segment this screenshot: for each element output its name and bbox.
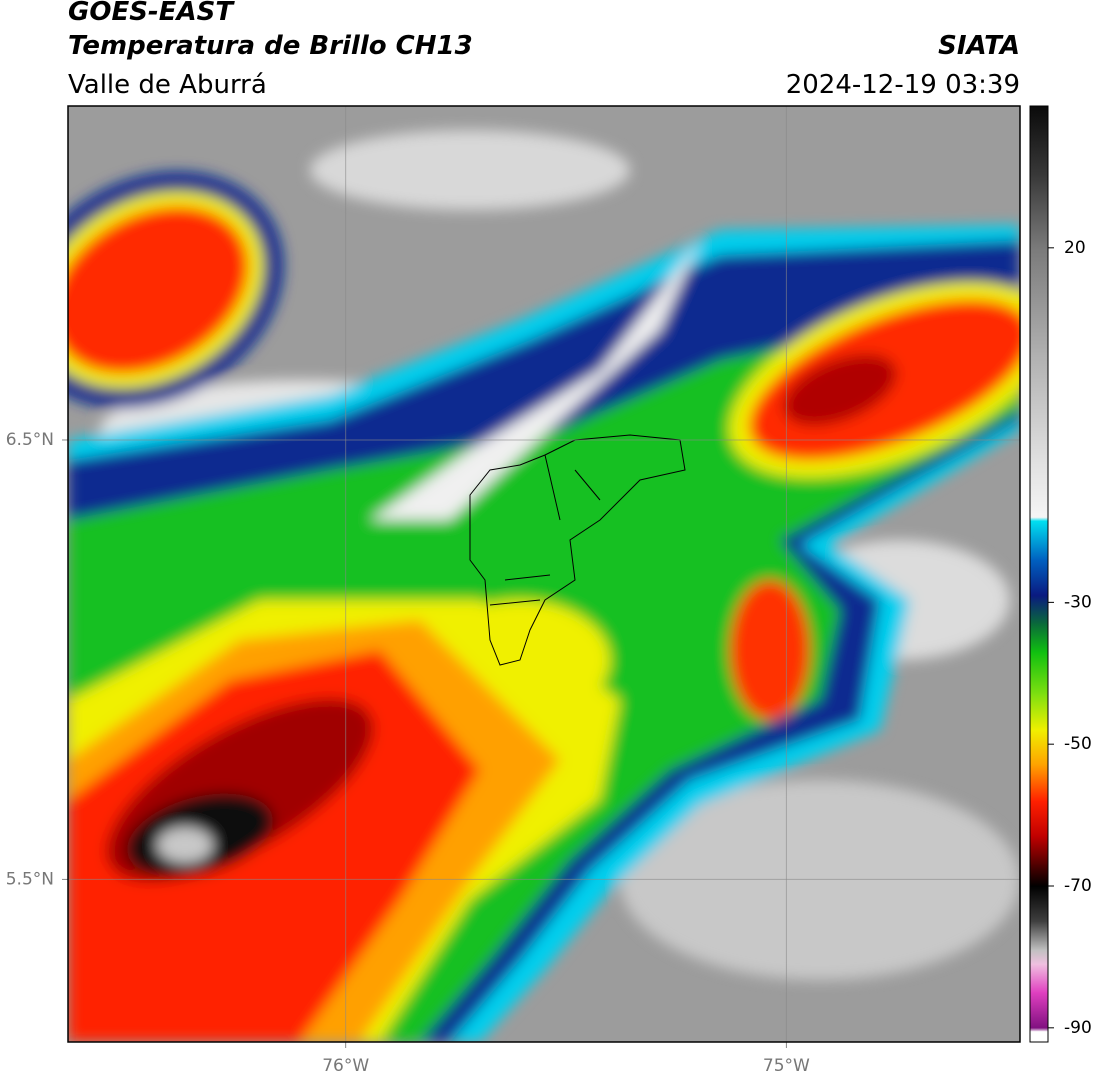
colorbar-segment: [1030, 992, 1048, 1029]
colorbar-segment: [1030, 949, 1048, 965]
colorbar-segment: [1030, 964, 1048, 993]
colorbar-segment: [1030, 176, 1048, 249]
title: GOES-EAST: [68, 0, 235, 27]
colorbar-segment: [1030, 765, 1048, 802]
region: Valle de Aburrá: [68, 70, 267, 100]
colorbar-tick-label: -50: [1064, 734, 1092, 754]
colorbar-tick-label: -70: [1064, 876, 1092, 896]
colorbar-segment: [1030, 559, 1048, 596]
datetime: 2024-12-19 03:39: [786, 70, 1020, 100]
colorbar-segment: [1030, 354, 1048, 462]
subtitle: Temperatura de Brillo CH13: [68, 31, 473, 61]
satellite-image: [68, 106, 1020, 1042]
colorbar-segment: [1030, 864, 1048, 887]
colorbar-tick-label: -90: [1064, 1018, 1092, 1038]
colorbar-segment: [1030, 800, 1048, 837]
colorbar-segment: [1030, 836, 1048, 866]
colorbar-tick-label: 20: [1064, 238, 1086, 258]
y-tick-label: 5.5°N: [6, 869, 54, 889]
colorbar-segment: [1030, 694, 1048, 731]
source: SIATA: [938, 31, 1020, 61]
colorbar-segment: [1030, 247, 1048, 355]
colorbar-segment: [1030, 921, 1048, 951]
x-tick-label: 75°W: [763, 1056, 810, 1076]
colorbar-segment: [1030, 520, 1048, 561]
y-tick-label: 6.5°N: [6, 430, 54, 450]
colorbar-segment: [1030, 623, 1048, 653]
colorbar-segment: [1030, 652, 1048, 696]
colorbar-segment: [1030, 517, 1048, 522]
map-frame: [67, 105, 1021, 1043]
colorbar-frame: [1029, 105, 1049, 1043]
colorbar-segment: [1030, 595, 1048, 625]
colorbar-segment: [1030, 460, 1048, 518]
grid: [62, 106, 1020, 1048]
colorbar: 20 -30 -50 -70 -90: [1030, 106, 1092, 1043]
x-tick-label: 76°W: [322, 1056, 369, 1076]
colorbar-segment: [1030, 1031, 1048, 1043]
colorbar-segment: [1030, 886, 1048, 922]
colorbar-tick-label: -30: [1064, 592, 1092, 612]
colorbar-segment: [1030, 1027, 1048, 1032]
colorbar-segment: [1030, 730, 1048, 766]
colorbar-segment: [1030, 106, 1048, 178]
